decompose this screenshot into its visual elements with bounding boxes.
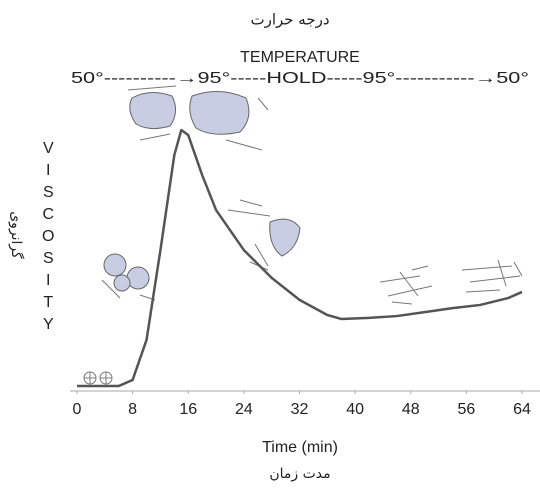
x-tick-label: 32 <box>291 401 309 418</box>
x-tick-label: 24 <box>235 401 253 418</box>
chart-title: درجه حرارت <box>250 11 329 29</box>
x-tick-label: 0 <box>73 401 82 418</box>
x-tick-label: 8 <box>128 401 137 418</box>
y-axis-label: VISCOSITY <box>40 140 57 338</box>
chart-subtitle: TEMPERATURE <box>240 49 360 66</box>
x-tick-label: 40 <box>346 401 364 418</box>
x-tick-label: 64 <box>513 401 531 418</box>
x-tick-label: 48 <box>402 401 420 418</box>
granule-sketches <box>83 85 523 385</box>
temperature-scale: 50°----------→95°-----HOLD-----95°------… <box>71 70 529 87</box>
x-axis-label: Time (min) <box>262 439 338 456</box>
x-tick-label: 16 <box>179 401 197 418</box>
x-axis-label-fa: مدت زمان <box>269 466 330 482</box>
viscosity-curve <box>77 128 523 388</box>
y-axis-label-fa: گرانروی <box>8 211 25 259</box>
x-tick-label: 56 <box>457 401 475 418</box>
